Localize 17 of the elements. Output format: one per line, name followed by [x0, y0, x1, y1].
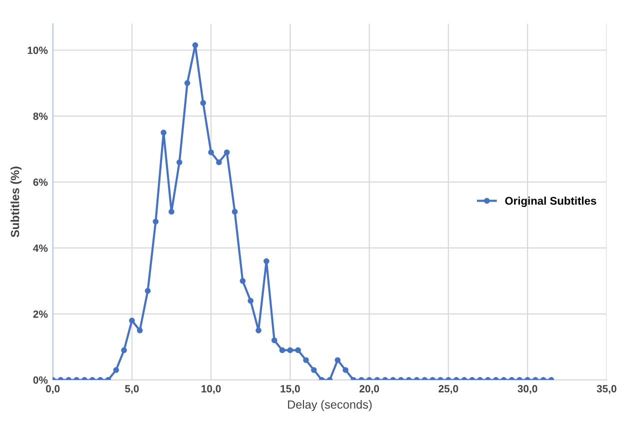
x-tick-label: 20,0: [360, 385, 379, 394]
x-tick-label: 25,0: [438, 385, 458, 394]
x-axis-title: Delay (seconds): [288, 400, 372, 412]
y-tick-label: 2%: [33, 310, 48, 318]
x-tick-label: 5,0: [125, 385, 139, 394]
legend-label: Original Subtitles: [505, 196, 596, 208]
y-axis-title: Subtitles (%): [10, 166, 22, 238]
x-tick-label: 35,0: [596, 385, 616, 394]
y-tick-label: 6%: [33, 178, 48, 186]
x-tick-label: 15,0: [280, 385, 300, 394]
x-tick-label: 0,0: [46, 385, 60, 394]
y-tick-label: 10%: [28, 46, 48, 54]
y-tick-label: 8%: [33, 112, 48, 120]
x-tick-label: 10,0: [202, 385, 221, 394]
y-tick-label: 0%: [33, 376, 48, 384]
y-tick-label: 4%: [33, 244, 48, 252]
x-tick-label: 30,0: [518, 385, 538, 394]
